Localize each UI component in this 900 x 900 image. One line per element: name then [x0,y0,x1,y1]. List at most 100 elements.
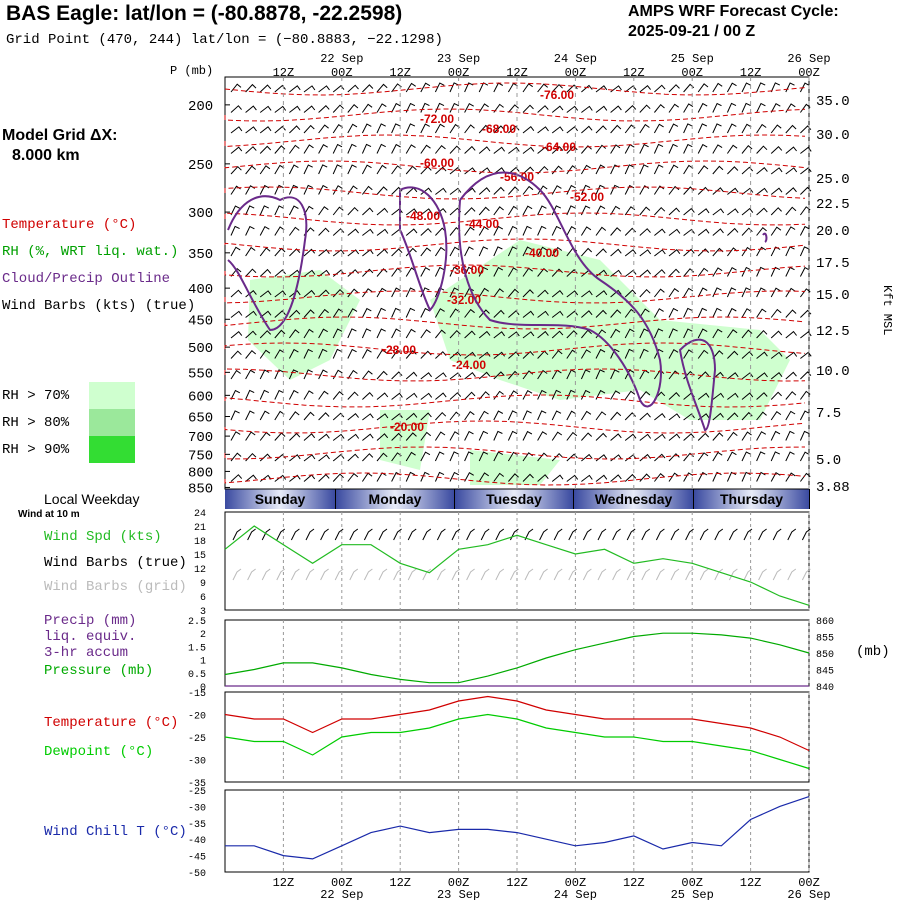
wind-barb [478,246,489,257]
wind-barb [712,392,725,400]
wind-barb [712,432,724,441]
wind-barb [639,348,649,359]
wind-barb [464,410,475,421]
wind-barb [639,390,651,400]
wind-barb [318,144,328,154]
wind-barb [668,453,680,462]
wind-barb [756,392,768,400]
cloud-outline [458,171,662,408]
wind-barb [624,164,635,175]
contour-label: -48.00 [406,209,440,223]
wind-barb [464,226,475,236]
wind-barb [245,289,257,298]
label-3hr-accum: 3-hr accum [44,645,129,661]
wind-barb [726,123,737,134]
precip-tick: 2 [200,630,206,641]
surface-wind-barb [480,528,490,541]
wind-barb [508,146,520,154]
wind-barb [537,83,549,93]
wind-barb [727,372,739,380]
wind-barb [405,471,416,482]
wind-barb [230,474,243,482]
surface-wind-barb [568,528,578,541]
wind-barb [756,246,767,257]
wind-barb [493,103,504,113]
wind-tick: 18 [194,537,206,548]
wind-barb [610,411,622,421]
contour-label: -64.00 [542,140,576,154]
wind-barb [376,143,386,154]
grid-wind-barb [407,568,417,581]
wind-barb [347,288,359,298]
wind-barb [434,82,445,93]
wind-barb [289,125,301,134]
wind-barb [581,474,593,482]
wind-barb [318,104,330,113]
wind-barb [347,103,359,113]
wind-barb [595,411,607,421]
wind-barb [799,451,810,462]
wind-barb [230,431,241,441]
surface-wind-barb [539,528,548,541]
wind-barb [347,143,357,154]
wind-barb [654,103,665,113]
pressure-tick-right: 860 [816,617,834,628]
wind-barb [785,124,797,134]
wind-barb [668,84,680,93]
temperature-contour [224,186,806,200]
grid-wind-barb [787,568,797,581]
wind-barb [347,433,360,441]
wind-barb [522,331,535,339]
wind-barb [581,290,593,298]
surface-wind-barb [685,528,694,541]
wind-barb [391,248,403,257]
wind-barb [799,288,811,298]
kft-tick: 12.5 [816,324,850,340]
contour-label: -36.00 [450,263,484,277]
wind-barb [683,207,695,216]
wind-barb [712,287,722,298]
wind-barb [493,246,503,257]
bottom-time-label: 00Z [448,876,470,890]
label-pressure: Pressure (mb) [44,663,154,679]
bottom-time-label: 12Z [623,876,645,890]
wind-barb [347,472,359,482]
wind-barb [551,389,562,400]
wind-barb [464,82,474,93]
wind-barb [770,430,781,441]
wind-barb [405,451,416,462]
wind-barb [391,143,401,154]
grid-wind-barb [772,568,782,581]
wind-barb [449,431,460,441]
wind-barb [537,185,548,195]
wind-barb [245,225,255,236]
surface-wind-barb [787,528,797,541]
forecast-cycle: AMPS WRF Forecast Cycle: 2025-09-21 / 00… [628,2,839,42]
wind-barb [799,266,810,277]
surface-wind-barb [641,528,651,541]
wind-barb [507,451,519,462]
wind-barb [449,187,462,195]
wind-barb [318,206,329,216]
wind-barb [303,269,316,277]
wind-barb [610,248,622,257]
cloud-outline [762,232,768,243]
wind-barb [493,451,504,462]
dewpoint-line [224,713,810,770]
wind-barb [274,145,286,154]
wind-barb [362,370,373,380]
kft-tick: 20.0 [816,224,850,240]
wind-barb [537,452,549,462]
wind-barb [274,329,286,339]
label-precip: Precip (mm) [44,613,137,629]
wind-barb [668,307,679,318]
wind-barb [362,84,374,93]
windchill-line [225,796,810,860]
windchill-tick: -50 [188,869,206,880]
wind-barb [522,185,534,195]
wind-barb [376,228,389,236]
wind-barb [493,410,504,421]
wind-barb [668,164,679,175]
wind-barb [668,268,680,277]
wind-barb [405,392,418,400]
